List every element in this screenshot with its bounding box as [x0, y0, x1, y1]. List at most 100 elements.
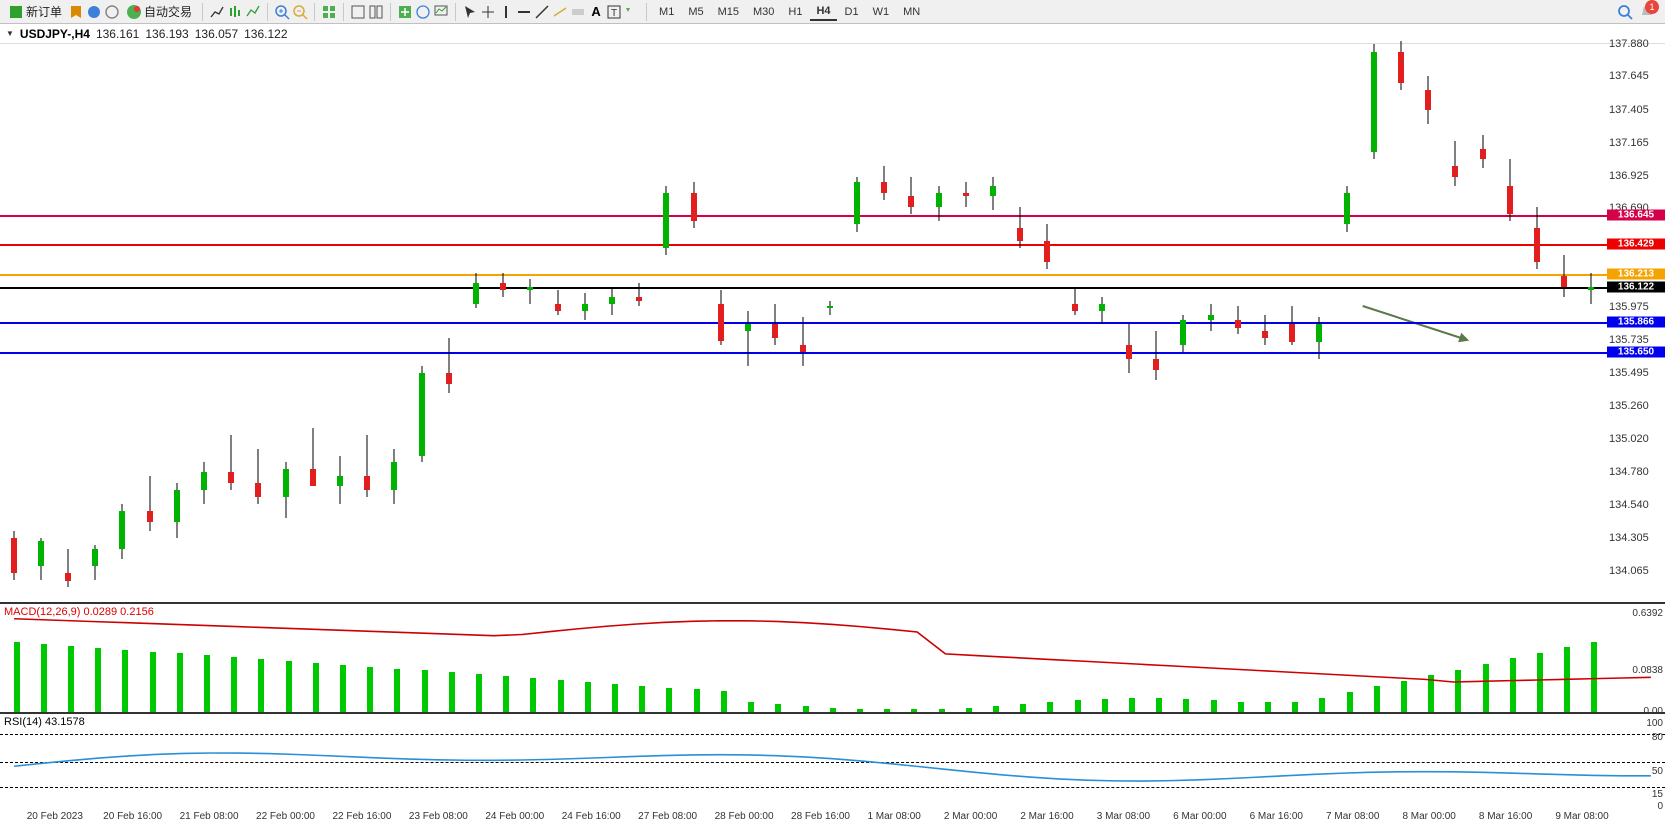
macd-histogram-bar[interactable] [1510, 658, 1516, 712]
macd-histogram-bar[interactable] [41, 644, 47, 712]
signal-icon[interactable] [104, 4, 120, 20]
macd-histogram-bar[interactable] [1401, 681, 1407, 712]
phone-icon[interactable] [86, 4, 102, 20]
macd-histogram-bar[interactable] [721, 691, 727, 712]
macd-histogram-bar[interactable] [639, 686, 645, 712]
macd-histogram-bar[interactable] [122, 650, 128, 712]
notification-count-badge[interactable]: 1 [1645, 0, 1659, 14]
macd-histogram-bar[interactable] [1319, 698, 1325, 712]
timeframe-h1[interactable]: H1 [782, 4, 808, 20]
macd-histogram-bar[interactable] [939, 709, 945, 712]
macd-histogram-bar[interactable] [530, 678, 536, 712]
macd-histogram-bar[interactable] [1591, 642, 1597, 712]
price-level-label[interactable]: 136.645 [1607, 209, 1665, 220]
timeframe-h4[interactable]: H4 [810, 3, 836, 21]
macd-histogram-bar[interactable] [1374, 686, 1380, 712]
macd-histogram-bar[interactable] [1265, 702, 1271, 712]
price-level-line[interactable] [0, 274, 1607, 276]
price-level-line[interactable] [0, 322, 1607, 324]
trendline-icon[interactable] [534, 4, 550, 20]
macd-histogram-bar[interactable] [231, 657, 237, 712]
macd-histogram-bar[interactable] [993, 706, 999, 712]
macd-histogram-bar[interactable] [313, 663, 319, 712]
timer-icon[interactable] [415, 4, 431, 20]
new-indicator-button[interactable] [397, 4, 413, 20]
price-level-label[interactable]: 136.122 [1607, 281, 1665, 292]
macd-histogram-bar[interactable] [68, 646, 74, 712]
macd-histogram-bar[interactable] [1156, 698, 1162, 712]
channel-fill-icon[interactable] [570, 4, 586, 20]
macd-histogram-bar[interactable] [367, 667, 373, 712]
new-chart-icon[interactable] [209, 4, 225, 20]
text-tool-icon[interactable]: A [588, 4, 604, 20]
bookmark-icon[interactable] [68, 4, 84, 20]
macd-histogram-bar[interactable] [177, 653, 183, 712]
macd-histogram-bar[interactable] [204, 655, 210, 712]
macd-histogram-bar[interactable] [1211, 700, 1217, 712]
macd-histogram-bar[interactable] [558, 680, 564, 712]
macd-histogram-bar[interactable] [150, 652, 156, 713]
macd-histogram-bar[interactable] [422, 670, 428, 712]
window-tile-icon[interactable] [368, 4, 384, 20]
new-order-button[interactable]: 新订单 [4, 1, 66, 22]
macd-histogram-bar[interactable] [775, 704, 781, 712]
search-icon[interactable] [1617, 4, 1633, 20]
vertical-line-icon[interactable] [498, 4, 514, 20]
macd-histogram-bar[interactable] [966, 708, 972, 712]
timeframe-w1[interactable]: W1 [867, 4, 896, 20]
macd-histogram-bar[interactable] [1129, 698, 1135, 712]
window-new-icon[interactable] [350, 4, 366, 20]
macd-histogram-bar[interactable] [286, 661, 292, 712]
cursor-tool-icon[interactable] [462, 4, 478, 20]
price-level-label[interactable]: 136.429 [1607, 239, 1665, 250]
macd-histogram-bar[interactable] [1183, 699, 1189, 712]
auto-trading-button[interactable]: 自动交易 [122, 1, 196, 22]
macd-histogram-bar[interactable] [14, 642, 20, 712]
macd-histogram-bar[interactable] [1428, 675, 1434, 712]
macd-histogram-bar[interactable] [340, 665, 346, 712]
timeframe-m15[interactable]: M15 [712, 4, 745, 20]
macd-histogram-bar[interactable] [666, 688, 672, 712]
zoom-out-icon[interactable] [292, 4, 308, 20]
timeframe-m5[interactable]: M5 [682, 4, 709, 20]
macd-histogram-bar[interactable] [1455, 670, 1461, 712]
timeframe-mn[interactable]: MN [897, 4, 926, 20]
macd-histogram-bar[interactable] [612, 684, 618, 712]
macd-histogram-bar[interactable] [394, 669, 400, 712]
price-level-label[interactable]: 135.866 [1607, 317, 1665, 328]
price-level-line[interactable] [0, 215, 1607, 217]
chart-templates-icon[interactable] [433, 4, 449, 20]
candlestick-chart-icon[interactable] [227, 4, 243, 20]
macd-histogram-bar[interactable] [803, 706, 809, 712]
price-level-line[interactable] [0, 244, 1607, 246]
zoom-in-icon[interactable] [274, 4, 290, 20]
macd-histogram-bar[interactable] [1564, 647, 1570, 712]
macd-histogram-bar[interactable] [1347, 692, 1353, 712]
macd-histogram-bar[interactable] [1238, 702, 1244, 712]
text-box-icon[interactable]: T [606, 4, 622, 20]
price-level-line[interactable] [0, 352, 1607, 354]
macd-histogram-bar[interactable] [258, 659, 264, 712]
macd-histogram-bar[interactable] [748, 702, 754, 712]
horizontal-line-icon[interactable] [516, 4, 532, 20]
macd-histogram-bar[interactable] [1075, 700, 1081, 712]
macd-histogram-bar[interactable] [476, 674, 482, 712]
macd-histogram-bar[interactable] [884, 709, 890, 712]
timeframe-m1[interactable]: M1 [653, 4, 680, 20]
macd-histogram-bar[interactable] [503, 676, 509, 712]
macd-histogram-bar[interactable] [1102, 699, 1108, 712]
macd-histogram-bar[interactable] [857, 709, 863, 712]
macd-histogram-bar[interactable] [585, 682, 591, 712]
macd-histogram-bar[interactable] [1020, 704, 1026, 712]
symbol-dropdown-arrow[interactable]: ▼ [6, 29, 14, 38]
price-level-label[interactable]: 135.650 [1607, 346, 1665, 357]
crosshair-tool-icon[interactable] [480, 4, 496, 20]
macd-histogram-bar[interactable] [95, 648, 101, 712]
macd-histogram-bar[interactable] [911, 709, 917, 712]
macd-histogram-bar[interactable] [1292, 702, 1298, 712]
macd-histogram-bar[interactable] [1537, 653, 1543, 712]
grid-view-icon[interactable] [321, 4, 337, 20]
macd-histogram-bar[interactable] [1483, 664, 1489, 712]
macd-histogram-bar[interactable] [694, 689, 700, 712]
notifications-icon[interactable]: 1 [1639, 4, 1655, 20]
